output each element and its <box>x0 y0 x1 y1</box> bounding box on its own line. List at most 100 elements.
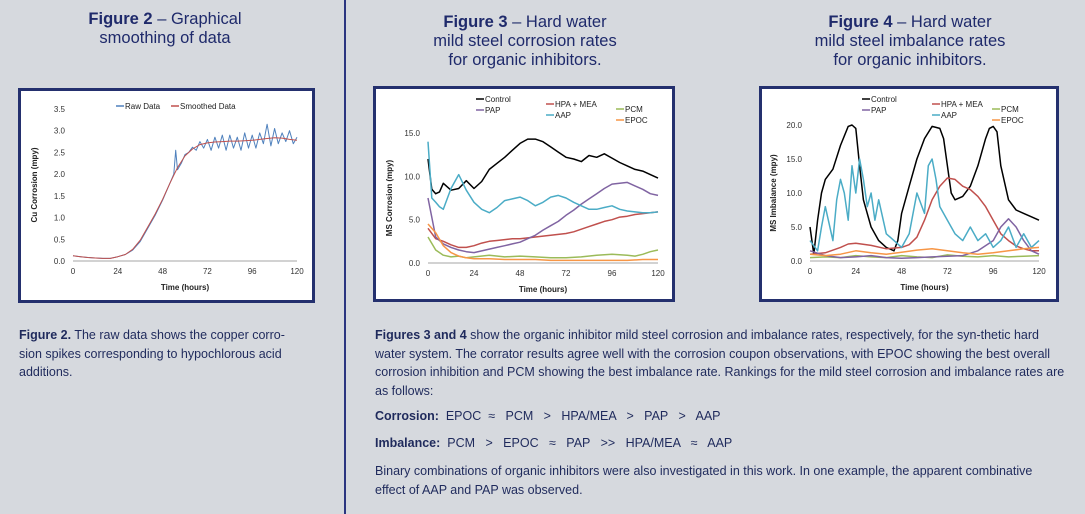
y-tick-label: 1.5 <box>54 192 66 201</box>
y-tick-label: 0.0 <box>409 259 421 268</box>
fig2-title-bold: Figure 2 <box>88 10 153 28</box>
y-tick-label: 5.0 <box>409 216 421 225</box>
legend-label: PAP <box>485 106 500 115</box>
body-paragraph-1: Figures 3 and 4 show the organic inhibit… <box>375 326 1065 400</box>
y-tick-label: 15.0 <box>404 129 420 138</box>
corrosion-rank-text: EPOC ≈ PCM > HPA/MEA > PAP > AAP <box>438 409 721 423</box>
x-tick-label: 0 <box>71 267 76 276</box>
fig2-title-line2: smoothing of data <box>99 29 231 47</box>
fig2-chart-svg: 0.0 0.5 1.0 1.5 2.0 2.5 3.0 3.5 0 24 48 72 96 120 Time… <box>30 102 304 292</box>
body-para2-text: Binary combinations of organic inhibitor… <box>375 464 1033 497</box>
series-line-raw-data <box>72 123 298 259</box>
fig3-title-rest: – Hard water <box>507 13 607 31</box>
corrosion-ranking: Corrosion: EPOC ≈ PCM > HPA/MEA > PAP > … <box>375 409 721 423</box>
series-line-aap <box>427 141 659 214</box>
x-tick-label: 96 <box>989 267 998 276</box>
series-line-epoc <box>809 246 1040 257</box>
series-line-aap <box>809 158 1040 252</box>
legend-label: EPOC <box>625 116 648 125</box>
series-line-control <box>427 138 659 195</box>
x-tick-label: 72 <box>943 267 952 276</box>
legend-label: PCM <box>1001 105 1019 114</box>
legend-label: PAP <box>871 106 886 115</box>
legend-label: HPA + MEA <box>555 100 598 109</box>
y-tick-label: 3.5 <box>54 105 66 114</box>
fig4-title-rest: – Hard water <box>892 13 992 31</box>
x-tick-label: 96 <box>608 269 617 278</box>
legend-label: EPOC <box>1001 116 1024 125</box>
series-line-epoc <box>427 223 658 262</box>
y-tick-label: 0.0 <box>54 257 66 266</box>
x-axis-label: Time (hours) <box>161 283 210 292</box>
fig3-title-line3: for organic inhibitors. <box>448 51 602 69</box>
fig3-title-line2: mild steel corrosion rates <box>433 32 617 50</box>
legend-label: Control <box>485 95 511 104</box>
x-tick-label: 120 <box>651 269 665 278</box>
legend-label: Raw Data <box>125 102 161 111</box>
x-axis-label: Time (hours) <box>519 285 568 294</box>
fig2-caption-bold: Figure 2. <box>19 328 72 342</box>
imbalance-rank-text: PCM > EPOC ≈ PAP >> HPA/MEA ≈ AAP <box>440 436 733 450</box>
fig2-title: Figure 2 – Graphical smoothing of data <box>40 10 290 48</box>
y-axis-label: MS Imbalance (mpy) <box>769 154 778 232</box>
y-tick-label: 15.0 <box>786 155 802 164</box>
x-tick-label: 96 <box>248 267 257 276</box>
column-divider <box>344 0 346 514</box>
x-tick-label: 72 <box>562 269 571 278</box>
series-line-pap <box>809 218 1040 260</box>
fig4-title-line3: for organic inhibitors. <box>833 51 987 69</box>
fig4-chart-svg: 0.0 5.0 10.0 15.0 20.0 0 24 48 72 96 120 Time (hour… <box>769 95 1046 292</box>
x-tick-label: 24 <box>113 267 122 276</box>
y-tick-label: 3.0 <box>54 127 66 136</box>
legend-label: Control <box>871 95 897 104</box>
fig4-chart: 0.0 5.0 10.0 15.0 20.0 0 24 48 72 96 120 Time (hour… <box>759 86 1059 302</box>
legend-label: PCM <box>625 105 643 114</box>
corrosion-label: Corrosion: <box>375 409 439 423</box>
fig2-caption-text: The raw data shows the copper corro-sion… <box>19 328 285 379</box>
fig2-title-rest: – Graphical <box>152 10 242 28</box>
x-tick-label: 24 <box>470 269 479 278</box>
y-tick-label: 2.5 <box>54 148 66 157</box>
fig2-caption: Figure 2. The raw data shows the copper … <box>19 326 329 382</box>
y-tick-label: 1.0 <box>54 214 66 223</box>
y-axis-label: Cu Corrosion (mpy) <box>30 147 39 222</box>
fig3-chart-svg: 0.0 5.0 10.0 15.0 0 24 48 72 96 120 Time (hours) MS… <box>385 95 665 294</box>
series-line-hpa-mea <box>427 211 659 249</box>
x-tick-label: 120 <box>290 267 304 276</box>
y-tick-label: 20.0 <box>786 121 802 130</box>
fig4-title-bold: Figure 4 <box>828 13 893 31</box>
body-paragraph-2: Binary combinations of organic inhibitor… <box>375 462 1065 499</box>
y-tick-label: 10.0 <box>404 172 420 181</box>
fig3-title: Figure 3 – Hard water mild steel corrosi… <box>395 13 655 70</box>
legend-label: Smoothed Data <box>180 102 236 111</box>
x-tick-label: 48 <box>897 267 906 276</box>
y-tick-label: 2.0 <box>54 170 66 179</box>
x-tick-label: 0 <box>808 267 813 276</box>
series-line-hpa-mea <box>809 177 1039 255</box>
x-tick-label: 48 <box>516 269 525 278</box>
x-axis-label: Time (hours) <box>900 283 949 292</box>
body-para1-text: show the organic inhibitor mild steel co… <box>375 328 1065 398</box>
fig3-title-bold: Figure 3 <box>443 13 508 31</box>
legend-label: AAP <box>555 111 571 120</box>
y-axis-label: MS Corrosion (mpy) <box>385 159 394 236</box>
x-tick-label: 24 <box>851 267 860 276</box>
series-line-pcm <box>427 236 659 259</box>
x-tick-label: 72 <box>203 267 212 276</box>
y-tick-label: 0.5 <box>54 235 66 244</box>
x-tick-label: 120 <box>1032 267 1046 276</box>
series-line-control <box>809 124 1040 255</box>
y-tick-label: 10.0 <box>786 189 802 198</box>
fig4-title-line2: mild steel imbalance rates <box>814 32 1006 50</box>
y-tick-label: 0.0 <box>791 257 803 266</box>
series-line-pap <box>427 181 659 254</box>
x-tick-label: 48 <box>158 267 167 276</box>
body-para1-bold: Figures 3 and 4 <box>375 328 467 342</box>
series-line-smoothed-data <box>72 137 298 259</box>
fig2-chart: 0.0 0.5 1.0 1.5 2.0 2.5 3.0 3.5 0 24 48 72 96 120 Time… <box>18 88 315 303</box>
legend-label: AAP <box>941 111 957 120</box>
imbalance-label: Imbalance: <box>375 436 441 450</box>
y-tick-label: 5.0 <box>791 223 803 232</box>
imbalance-ranking: Imbalance: PCM > EPOC ≈ PAP >> HPA/MEA ≈… <box>375 436 732 450</box>
legend-label: HPA + MEA <box>941 100 984 109</box>
